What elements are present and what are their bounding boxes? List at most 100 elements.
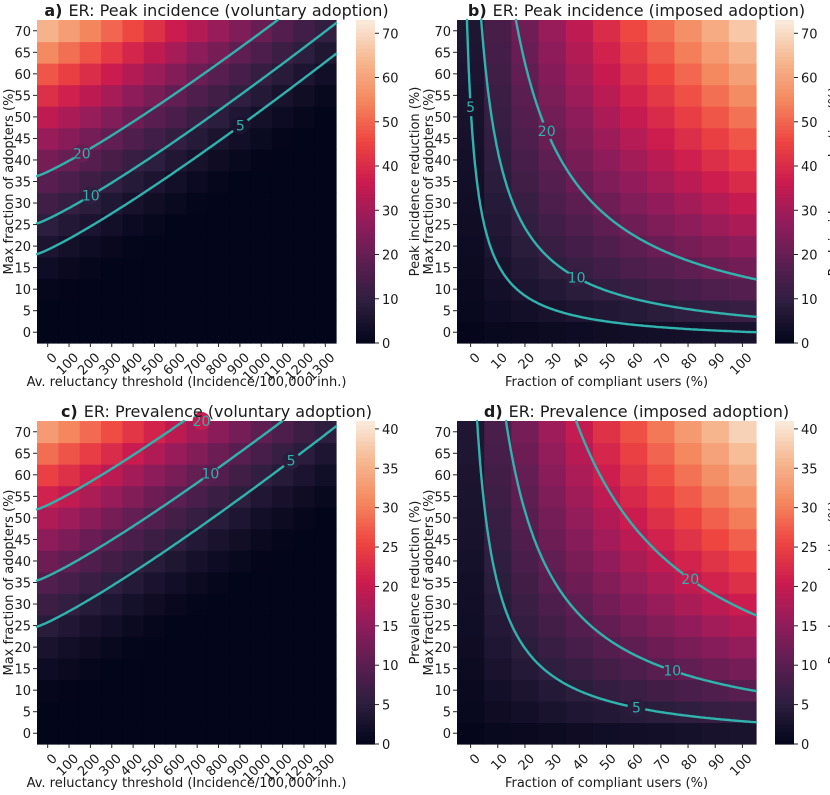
colorbar-tick-label: 50 [382,116,399,131]
colorbar-step [775,461,794,467]
colorbar-step [356,28,375,33]
colorbar-tick-label: 40 [382,423,399,438]
colorbar-step [356,691,375,697]
heatmap-cell [207,149,230,172]
heatmap-cell [37,507,59,530]
heatmap-cell [620,722,648,745]
heatmap-cell [484,550,512,573]
colorbar-step [775,517,794,523]
heatmap-cell [101,442,124,465]
heatmap-cell [511,442,540,465]
colorbar-step [775,703,794,709]
heatmap-cell [728,41,757,64]
heatmap-cell [565,593,594,616]
heatmap-cell [457,20,485,43]
contour-label-bg [201,464,220,483]
colorbar-step [356,161,375,166]
heatmap-cell [701,127,730,150]
heatmap-cell [101,84,124,107]
heatmap-cell [565,722,594,745]
colorbar-tick-label: 10 [382,293,399,308]
x-axis-ticks: 0 10 20 30 40 50 60 70 80 90 100 [467,744,755,780]
heatmap-cell [728,507,757,530]
heatmap-cell [293,679,316,702]
colorbar-step [356,699,375,705]
heatmap-cell [165,442,188,465]
heatmap-cell [674,192,703,215]
heatmap-cell [207,63,230,86]
colorbar-step [775,481,794,487]
contour-line-20 [514,18,758,281]
colorbar-step [775,28,794,33]
heatmap-cell [538,507,567,530]
colorbar-step [356,715,375,721]
heatmap-cell [728,235,757,258]
heatmap-cell [647,127,676,150]
colorbar-step [356,578,375,584]
colorbar-step [356,72,375,78]
heatmap-cell [674,485,703,508]
heatmap-cell [250,528,273,551]
heatmap-cell [565,550,594,573]
colorbar-step [356,497,375,503]
contour-lines: 5 20 10 [461,18,758,334]
heatmap-cell [122,464,145,487]
heatmap-cell [565,321,594,344]
colorbar-step [775,671,794,676]
colorbar-step [356,647,375,652]
heatmap-cell [728,256,757,279]
colorbar-tick-label: 30 [382,502,399,517]
contour-label: 10 [568,271,586,287]
y-tick-label: 55 [14,490,31,505]
colorbar-step [775,56,794,61]
colorbar-step [356,493,375,499]
colorbar-step [356,338,375,344]
heatmap-cell [620,657,648,680]
colorbar-step [356,441,375,446]
heatmap-cell [620,321,648,344]
heatmap-cell [271,299,294,323]
heatmap-cell [620,192,648,215]
colorbar-step [775,72,794,78]
heatmap-cell [79,571,102,594]
heatmap-cell [728,106,757,129]
heatmap-cell [511,722,540,745]
heatmap-cell [143,106,166,129]
heatmap-cell [37,550,59,573]
heatmap-cell [538,528,567,551]
heatmap-cell [37,636,59,659]
colorbar-step [356,314,375,320]
colorbar-tick-label: 30 [382,204,399,219]
heatmap-cell [271,571,294,594]
colorbar-step [356,643,375,648]
colorbar-step [356,197,375,203]
heatmap-cell [58,170,81,193]
heatmap-cell [293,235,316,258]
heatmap-cell [207,235,230,258]
heatmap-cell [620,20,648,43]
contour-label: 5 [632,701,641,717]
heatmap-cell [122,63,145,86]
colorbar-step [356,238,375,243]
colorbar-step [356,671,375,676]
heatmap-cell [484,614,512,637]
heatmap-cell [538,636,567,659]
heatmap-cell [122,256,145,279]
heatmap-cell [122,657,145,680]
colorbar-step [775,242,794,247]
colorbar-step [775,20,794,25]
heatmap-cell [484,442,512,465]
heatmap-cell [250,593,273,616]
heatmap-cell [58,593,81,616]
heatmap-cell [511,507,540,530]
heatmap-cell [58,299,81,323]
colorbar-step [356,695,375,701]
heatmap-cell [271,235,294,258]
colorbar-step [775,477,794,483]
heatmap-cell [58,421,81,444]
colorbar-tick-label: 40 [382,160,399,175]
heatmap-cell [293,507,316,530]
heatmap-cell [58,256,81,279]
heatmap-cell [538,321,567,344]
heatmap-cell [592,256,621,279]
